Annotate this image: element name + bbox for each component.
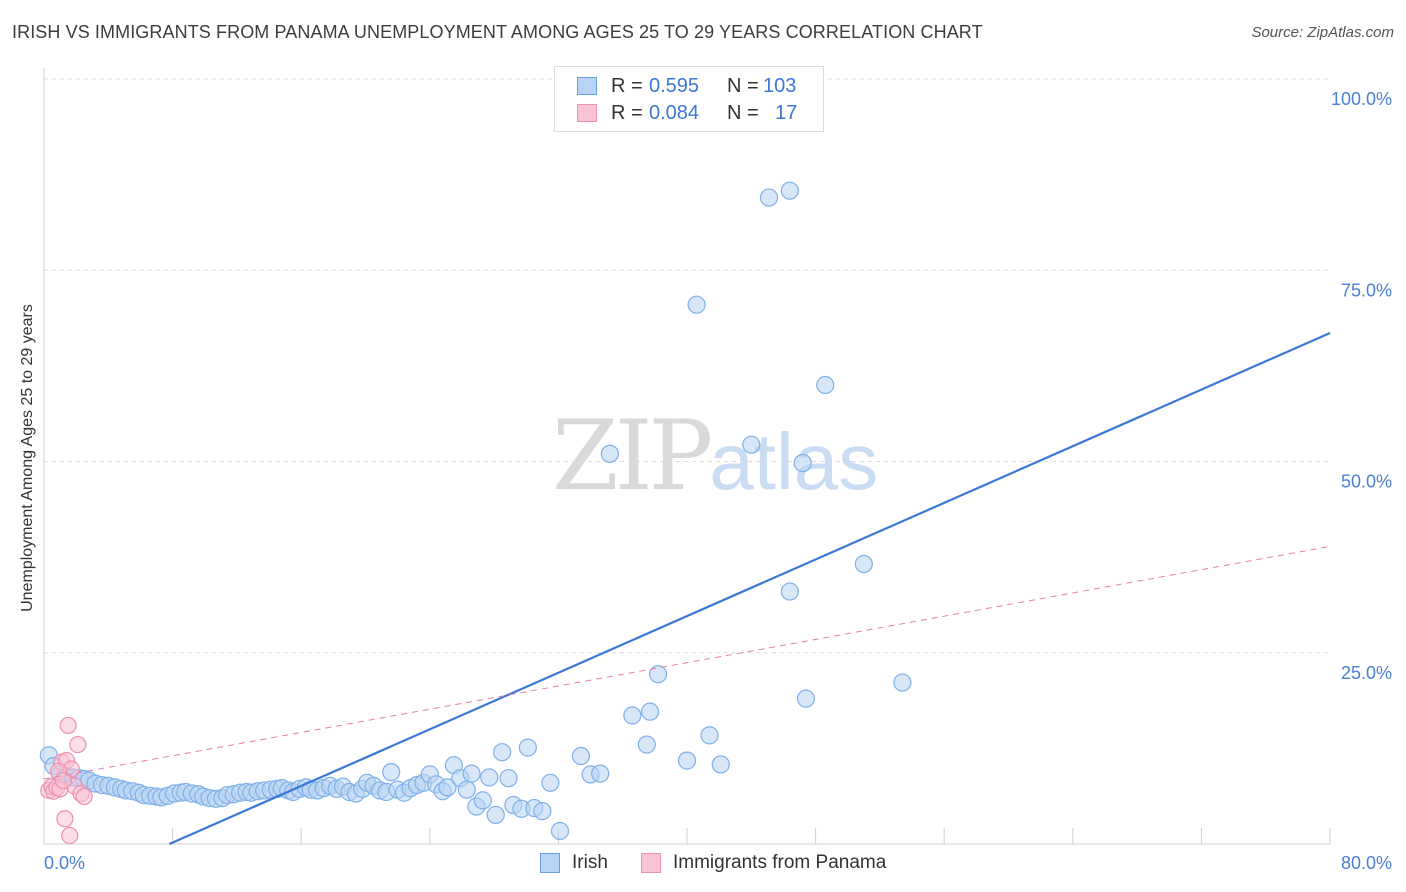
chart-title: IRISH VS IMMIGRANTS FROM PANAMA UNEMPLOY…: [12, 22, 983, 42]
irish-point: [493, 743, 512, 762]
irish-point: [438, 778, 457, 797]
r-label: R =: [611, 102, 643, 124]
irish-point: [637, 735, 656, 754]
irish-point: [600, 444, 619, 463]
watermark-atlas: atlas: [709, 417, 879, 506]
panama-trend-line: [43, 545, 1331, 780]
irish-point: [648, 665, 668, 684]
irish-swatch-icon: [577, 77, 597, 95]
irish-point: [700, 726, 719, 745]
n-label: N =: [727, 102, 759, 124]
irish-point: [518, 738, 537, 757]
irish-point: [591, 764, 610, 783]
watermark: ZIPatlas: [552, 400, 878, 512]
irish-point: [457, 780, 476, 799]
irish-point: [759, 188, 779, 207]
irish-point: [796, 689, 816, 708]
panama-legend-icon: [641, 853, 661, 873]
irish-point: [571, 746, 591, 766]
panama-point: [61, 826, 79, 845]
irish-point: [687, 295, 706, 314]
x-tick-label: 80.0%: [1341, 853, 1392, 873]
irish-point: [780, 582, 799, 601]
source-label: Source: ZipAtlas.com: [1251, 24, 1394, 41]
y-tick-label: 25.0%: [1341, 663, 1392, 683]
irish-point: [893, 673, 912, 692]
watermark-zip: ZIP: [552, 400, 713, 512]
legend-label-irish: Irish: [572, 852, 608, 873]
n-value: 17: [775, 102, 798, 124]
stats-legend: R = 0.595 N = 103 R = 0.084 N = 17: [554, 66, 824, 132]
irish-point: [462, 764, 481, 783]
r-value: 0.084: [649, 102, 700, 124]
panama-point: [59, 716, 77, 735]
irish-point: [533, 802, 552, 821]
panama-point: [69, 735, 87, 754]
y-tick-label: 50.0%: [1341, 472, 1392, 492]
irish-point: [541, 773, 560, 792]
n-value: 103: [763, 75, 797, 97]
y-tick-label: 75.0%: [1341, 280, 1392, 300]
panama-point: [56, 810, 74, 828]
y-tick-label: 100.0%: [1331, 89, 1392, 109]
irish-point: [640, 702, 660, 721]
irish-point: [677, 751, 697, 770]
x-tick-label: 0.0%: [44, 853, 85, 873]
irish-point: [742, 435, 761, 454]
irish-point: [816, 375, 835, 395]
irish-point: [480, 768, 499, 787]
irish-trend-line: [168, 331, 1331, 846]
panama-point: [75, 787, 93, 806]
irish-point: [711, 755, 730, 774]
panama-swatch-icon: [577, 104, 597, 122]
irish-legend-icon: [540, 853, 560, 873]
irish-point: [550, 821, 570, 841]
irish-point: [473, 791, 492, 810]
irish-point: [382, 762, 401, 782]
legend-label-panama: Immigrants from Panama: [673, 852, 887, 873]
irish-point: [499, 769, 518, 788]
irish-point: [486, 805, 505, 825]
irish-point: [623, 706, 642, 725]
irish-point: [793, 453, 812, 473]
n-label: N =: [727, 75, 759, 97]
irish-point: [780, 181, 799, 200]
r-label: R =: [611, 75, 643, 97]
irish-point: [854, 554, 873, 574]
r-value: 0.595: [649, 75, 700, 97]
